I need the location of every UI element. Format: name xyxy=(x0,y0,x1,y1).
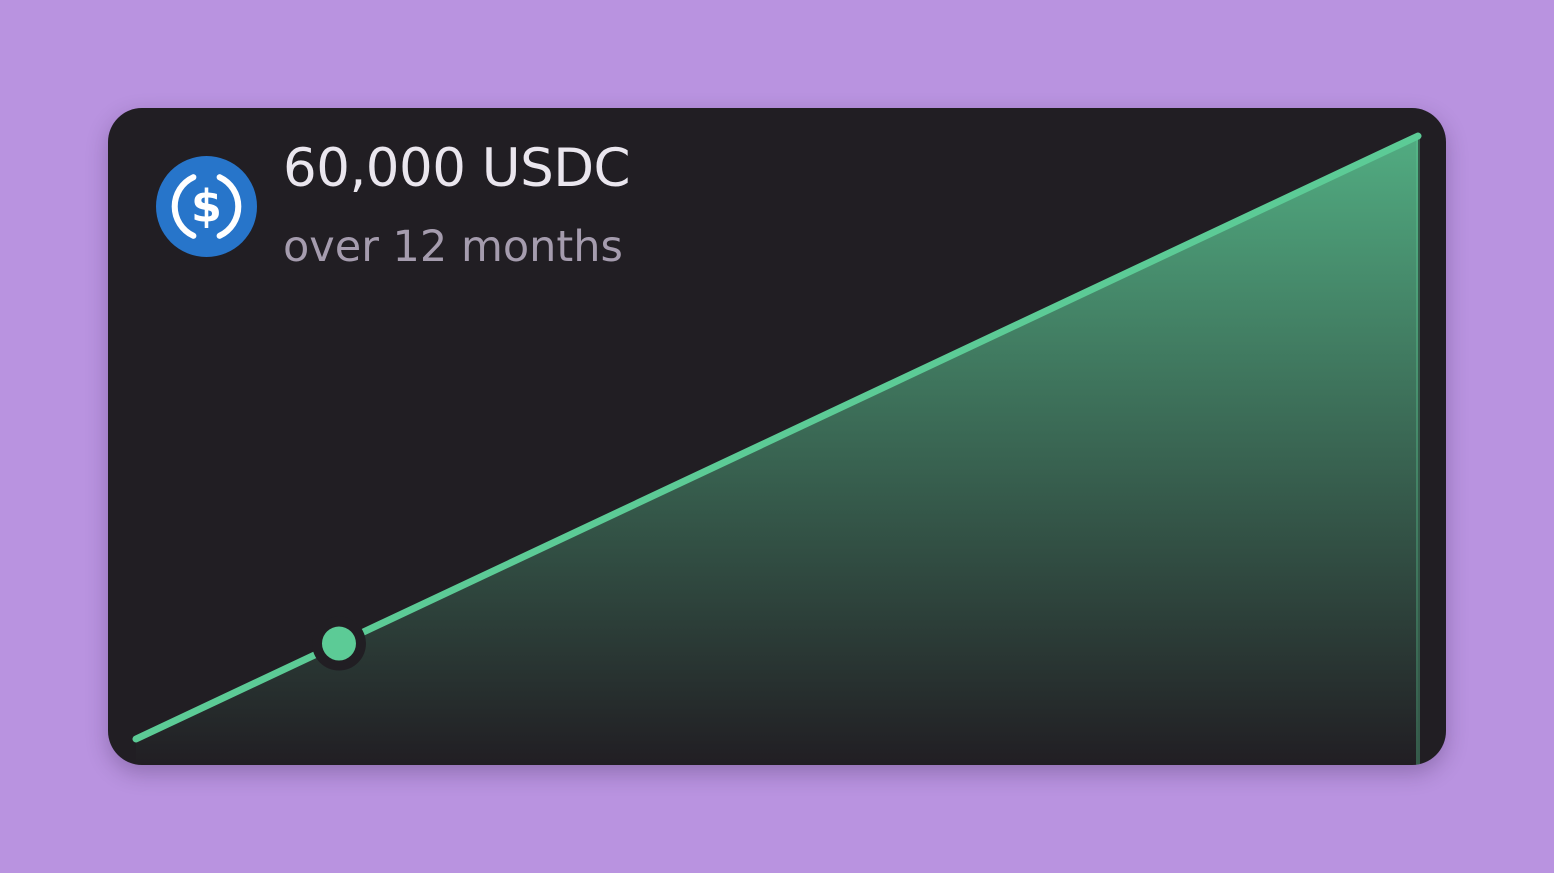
vesting-chart xyxy=(132,132,1422,765)
vesting-card: $ 60,000 USDC over 12 months xyxy=(108,108,1446,765)
progress-marker[interactable] xyxy=(321,626,356,661)
vesting-area-fill xyxy=(136,136,1418,765)
usdc-coin-icon: $ xyxy=(156,156,257,257)
svg-text:$: $ xyxy=(191,182,222,233)
vesting-period: over 12 months xyxy=(283,222,623,272)
vesting-amount: 60,000 USDC xyxy=(283,138,631,199)
